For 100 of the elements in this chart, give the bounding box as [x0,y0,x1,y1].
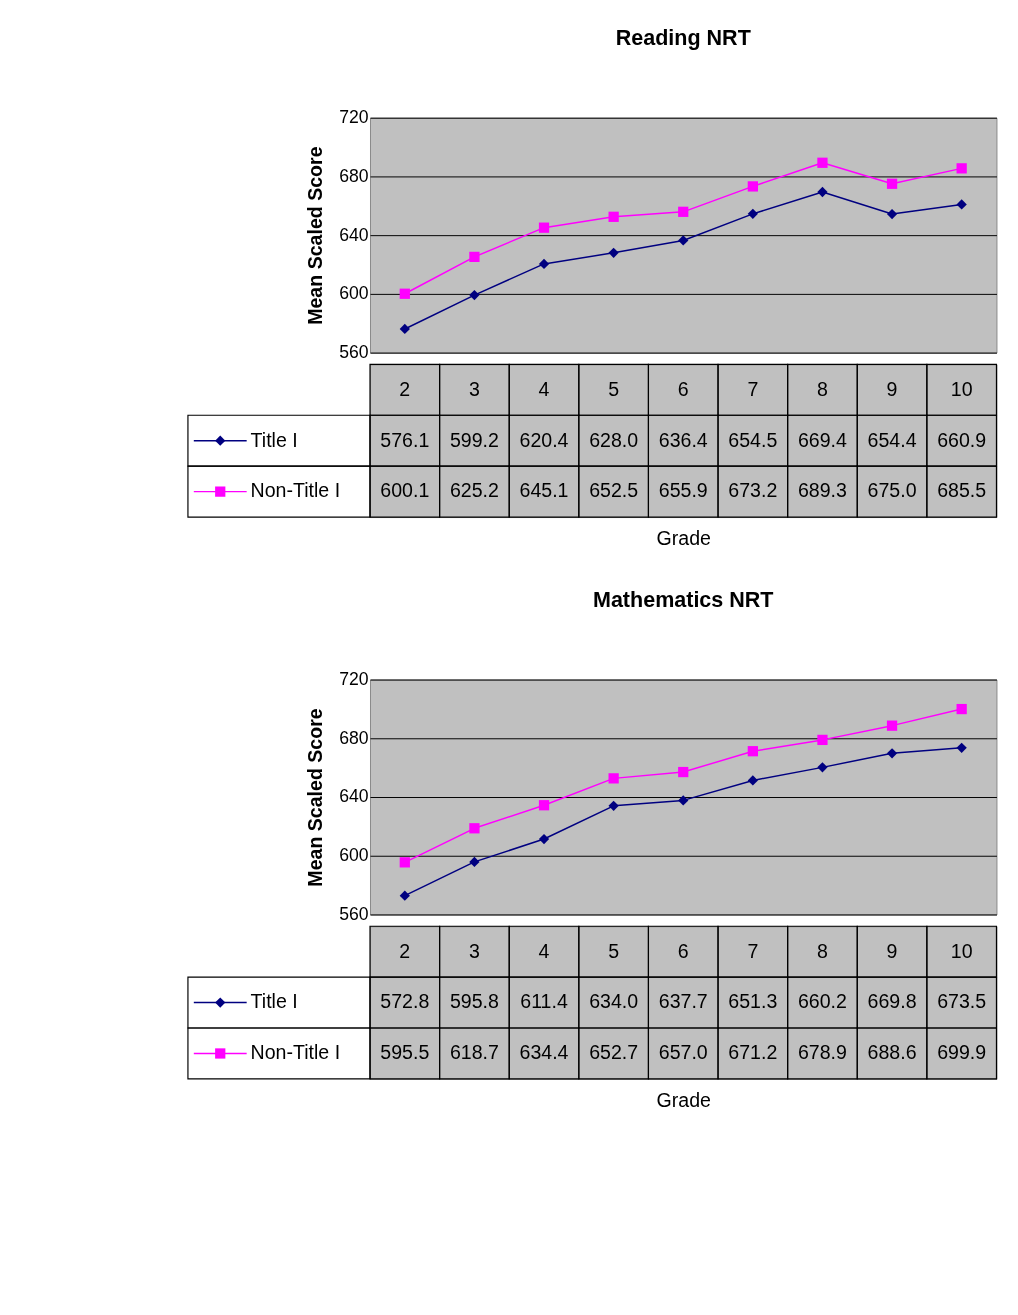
legend-label: Title I [250,990,298,1013]
point [956,163,967,174]
point [608,211,619,222]
point [538,833,550,845]
data-label: 657.0 [658,1041,708,1064]
point [817,762,828,773]
point [886,208,898,220]
data-label: 600.1 [380,479,430,502]
point [817,186,828,198]
point [469,856,480,868]
point [956,199,967,210]
x-tick-label: 6 [677,939,689,962]
y-tick-label: 600 [339,283,369,304]
x-tick-label: 5 [608,939,620,962]
data-label: 636.4 [658,428,708,451]
x-tick-label: 2 [399,939,411,962]
y-tick-label: 560 [339,903,369,924]
y-tick-label: 640 [339,224,369,245]
legend-label: Title I [250,428,298,451]
x-tick-label: 3 [468,939,480,962]
point [538,258,550,270]
y-tick-label: 640 [339,786,369,807]
data-label: 572.8 [380,990,430,1013]
y-axis-title: Mean Scaled Score [303,146,326,325]
data-label: 669.4 [797,428,848,451]
point [817,734,828,746]
x-tick-label: 10 [950,939,973,962]
data-label: 660.2 [797,990,847,1013]
data-label: 655.9 [658,479,708,502]
legend-label: Non-Title I [250,1041,341,1064]
point [538,800,550,811]
y-tick-label: 720 [339,668,369,689]
data-label: 634.0 [589,990,639,1013]
point [747,208,758,219]
point [747,746,758,757]
y-tick-label: 680 [339,727,369,748]
point [886,720,898,731]
point [886,178,898,189]
data-label: 576.1 [380,428,430,451]
data-label: 652.5 [589,479,639,502]
data-label: 699.9 [937,1041,987,1064]
x-tick-label: 8 [817,377,828,400]
x-axis-title: Grade [656,1088,712,1111]
data-label: 637.7 [658,990,708,1013]
point [469,823,480,834]
point [956,742,967,753]
data-label: 620.4 [519,428,569,451]
legend-label: Non-Title I [250,479,341,502]
x-tick-label: 6 [677,377,689,400]
x-tick-label: 4 [538,939,550,962]
data-label: 611.4 [520,990,568,1013]
y-tick-label: 720 [339,107,369,128]
y-tick-label: 600 [339,845,369,866]
data-label: 660.9 [937,428,987,451]
point [747,775,758,786]
data-label: 625.2 [449,479,499,502]
chart-title: Mathematics NRT [592,588,774,613]
point [678,235,689,246]
point [747,181,758,192]
data-label: 618.7 [449,1041,499,1064]
point [678,206,689,217]
point [399,288,410,299]
point [608,247,619,258]
data-label: 675.0 [867,479,917,502]
point [678,766,689,778]
data-label: 654.5 [728,428,778,451]
data-label: 654.4 [867,428,917,451]
data-label: 634.4 [519,1041,569,1064]
x-tick-label: 10 [950,377,973,400]
point [817,157,828,168]
point [608,800,619,811]
y-tick-label: 560 [339,342,369,363]
data-label: 599.2 [449,428,499,451]
data-label: 689.3 [797,479,848,502]
point [886,748,898,759]
x-axis-title: Grade [656,526,712,549]
point [469,251,480,263]
y-axis-title: Mean Scaled Score [303,708,326,887]
point [956,703,967,715]
x-tick-label: 5 [608,377,620,400]
y-tick-label: 680 [339,165,369,186]
data-label: 671.2 [728,1041,778,1064]
point [399,890,410,901]
x-tick-label: 7 [747,939,759,962]
point [538,222,550,233]
data-label: 669.8 [867,990,917,1013]
point [608,773,619,784]
data-label: 688.6 [867,1041,917,1064]
data-label: 678.9 [797,1041,847,1064]
data-label: 673.2 [728,479,778,502]
x-tick-label: 8 [817,939,828,962]
x-tick-label: 9 [886,939,898,962]
x-tick-label: 7 [747,377,759,400]
data-label: 673.5 [937,990,987,1013]
x-tick-label: 9 [886,377,898,400]
x-tick-label: 2 [399,377,411,400]
data-label: 651.3 [728,990,778,1013]
point [469,289,480,301]
data-label: 595.5 [380,1041,430,1064]
data-label: 645.1 [519,479,569,502]
